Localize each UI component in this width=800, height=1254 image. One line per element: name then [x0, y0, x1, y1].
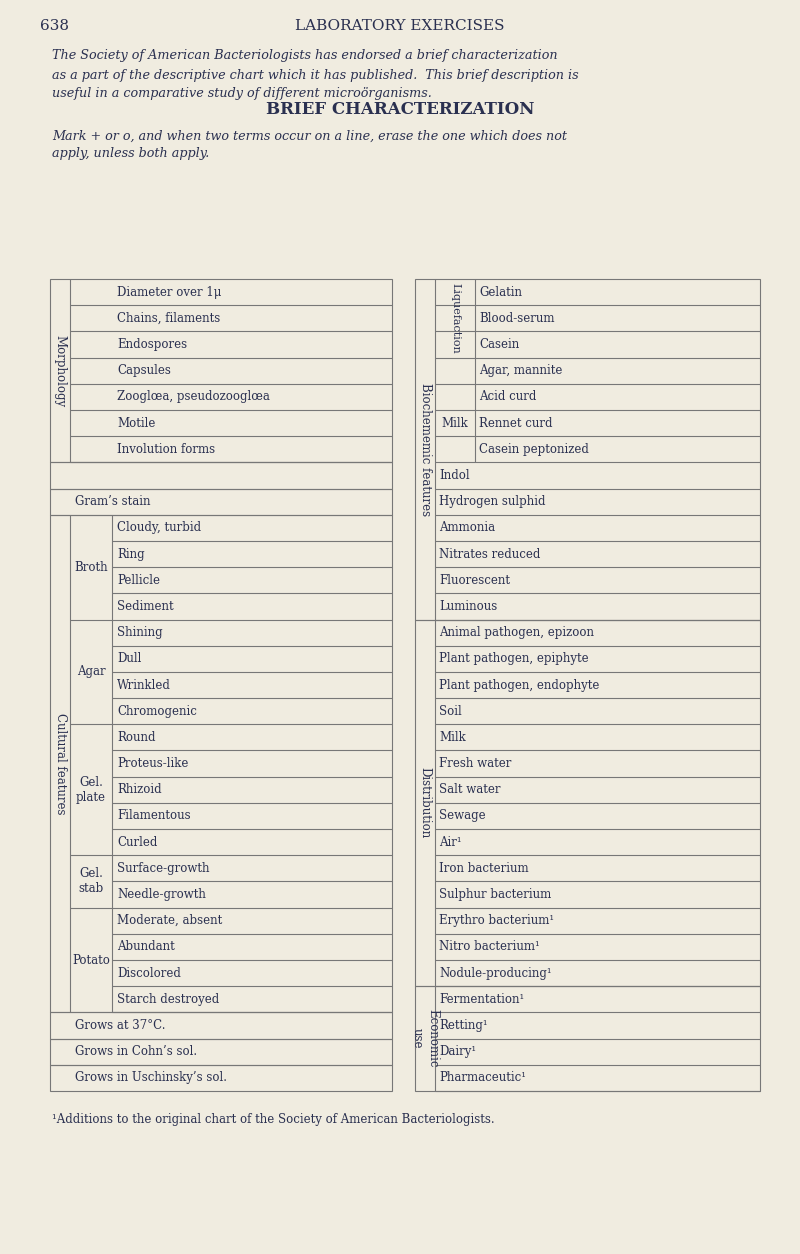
- Text: Fluorescent: Fluorescent: [439, 574, 510, 587]
- Text: Moderate, absent: Moderate, absent: [117, 914, 222, 927]
- Text: Milk: Milk: [439, 731, 466, 744]
- Text: Needle-growth: Needle-growth: [117, 888, 206, 902]
- Text: Endospores: Endospores: [117, 339, 187, 351]
- Text: apply, unless both apply.: apply, unless both apply.: [52, 147, 210, 159]
- Text: Grows in Cohn’s sol.: Grows in Cohn’s sol.: [75, 1046, 197, 1058]
- Text: Motile: Motile: [117, 416, 155, 430]
- Text: Distribution: Distribution: [418, 767, 431, 839]
- Text: Wrinkled: Wrinkled: [117, 678, 171, 691]
- Text: LABORATORY EXERCISES: LABORATORY EXERCISES: [295, 19, 505, 33]
- Text: Nitrates reduced: Nitrates reduced: [439, 548, 540, 561]
- Text: Salt water: Salt water: [439, 784, 501, 796]
- Text: Economic
use: Economic use: [411, 1009, 439, 1068]
- Text: Sediment: Sediment: [117, 599, 174, 613]
- Text: Luminous: Luminous: [439, 599, 498, 613]
- Text: Ammonia: Ammonia: [439, 522, 495, 534]
- Bar: [50, 489, 392, 514]
- Text: Chromogenic: Chromogenic: [117, 705, 197, 717]
- Text: Fresh water: Fresh water: [439, 757, 511, 770]
- Text: Dull: Dull: [117, 652, 142, 666]
- Text: Nodule-producing¹: Nodule-producing¹: [439, 967, 552, 979]
- Text: Erythro bacterium¹: Erythro bacterium¹: [439, 914, 554, 927]
- Text: Iron bacterium: Iron bacterium: [439, 861, 529, 875]
- Text: Abundant: Abundant: [117, 940, 174, 953]
- Text: Cultural features: Cultural features: [54, 712, 66, 814]
- Text: Ring: Ring: [117, 548, 145, 561]
- Text: Gel.
stab: Gel. stab: [78, 868, 104, 895]
- Text: Agar: Agar: [77, 666, 106, 678]
- Text: Plant pathogen, endophyte: Plant pathogen, endophyte: [439, 678, 599, 691]
- Text: Dairy¹: Dairy¹: [439, 1046, 476, 1058]
- Text: Cloudy, turbid: Cloudy, turbid: [117, 522, 201, 534]
- Bar: [50, 514, 392, 1012]
- Text: Chains, filaments: Chains, filaments: [117, 312, 220, 325]
- Text: Animal pathogen, epizoon: Animal pathogen, epizoon: [439, 626, 594, 640]
- Text: Diameter over 1μ: Diameter over 1μ: [117, 286, 222, 298]
- Text: Round: Round: [117, 731, 155, 744]
- Bar: [50, 1065, 392, 1091]
- Text: Liquefaction: Liquefaction: [450, 283, 460, 354]
- Text: Zooglœa, pseudozooglœa: Zooglœa, pseudozooglœa: [117, 390, 270, 404]
- Text: Plant pathogen, epiphyte: Plant pathogen, epiphyte: [439, 652, 589, 666]
- Text: Broth: Broth: [74, 561, 108, 573]
- Text: Surface-growth: Surface-growth: [117, 861, 210, 875]
- Text: Sewage: Sewage: [439, 810, 486, 823]
- Bar: [50, 463, 392, 489]
- Bar: [50, 1038, 392, 1065]
- Text: as a part of the descriptive chart which it has published.  This brief descripti: as a part of the descriptive chart which…: [52, 69, 578, 82]
- Text: Indol: Indol: [439, 469, 470, 482]
- Text: Agar, mannite: Agar, mannite: [479, 364, 562, 377]
- Text: Gram’s stain: Gram’s stain: [75, 495, 150, 508]
- Text: Sulphur bacterium: Sulphur bacterium: [439, 888, 551, 902]
- Bar: [415, 278, 760, 619]
- Text: Acid curd: Acid curd: [479, 390, 536, 404]
- Text: Air¹: Air¹: [439, 835, 462, 849]
- Bar: [50, 1012, 392, 1038]
- Text: Involution forms: Involution forms: [117, 443, 215, 455]
- Text: Grows at 37°C.: Grows at 37°C.: [75, 1020, 166, 1032]
- Text: The Society of American Bacteriologists has endorsed a brief characterization: The Society of American Bacteriologists …: [52, 49, 558, 63]
- Text: Starch destroyed: Starch destroyed: [117, 993, 219, 1006]
- Text: Nitro bacterium¹: Nitro bacterium¹: [439, 940, 540, 953]
- Bar: [415, 619, 760, 986]
- Text: Shining: Shining: [117, 626, 162, 640]
- Text: Filamentous: Filamentous: [117, 810, 190, 823]
- Text: Discolored: Discolored: [117, 967, 181, 979]
- Text: Biochememic features: Biochememic features: [418, 382, 431, 515]
- Text: Rennet curd: Rennet curd: [479, 416, 553, 430]
- Text: Soil: Soil: [439, 705, 462, 717]
- Text: Morphology: Morphology: [54, 335, 66, 406]
- Text: Milk: Milk: [442, 416, 468, 430]
- Text: Proteus-like: Proteus-like: [117, 757, 188, 770]
- Text: Capsules: Capsules: [117, 364, 171, 377]
- Text: Hydrogen sulphid: Hydrogen sulphid: [439, 495, 546, 508]
- Text: Potato: Potato: [72, 953, 110, 967]
- Text: Grows in Uschinsky’s sol.: Grows in Uschinsky’s sol.: [75, 1071, 227, 1085]
- Text: BRIEF CHARACTERIZATION: BRIEF CHARACTERIZATION: [266, 100, 534, 118]
- Text: Curled: Curled: [117, 835, 158, 849]
- Text: Casein: Casein: [479, 339, 519, 351]
- Text: Pharmaceutic¹: Pharmaceutic¹: [439, 1071, 526, 1085]
- Text: Gel.
plate: Gel. plate: [76, 776, 106, 804]
- Text: Retting¹: Retting¹: [439, 1020, 488, 1032]
- Text: Gelatin: Gelatin: [479, 286, 522, 298]
- Text: Rhizoid: Rhizoid: [117, 784, 162, 796]
- Text: useful in a comparative study of different microörganisms.: useful in a comparative study of differe…: [52, 88, 432, 100]
- Text: Blood-serum: Blood-serum: [479, 312, 554, 325]
- Text: Pellicle: Pellicle: [117, 574, 160, 587]
- Text: Casein peptonized: Casein peptonized: [479, 443, 589, 455]
- Text: ¹Additions to the original chart of the Society of American Bacteriologists.: ¹Additions to the original chart of the …: [52, 1112, 494, 1126]
- Bar: [50, 278, 392, 463]
- Text: Mark + or o, and when two terms occur on a line, erase the one which does not: Mark + or o, and when two terms occur on…: [52, 129, 567, 143]
- Bar: [415, 986, 760, 1091]
- Text: 638: 638: [40, 19, 69, 33]
- Text: Fermentation¹: Fermentation¹: [439, 993, 524, 1006]
